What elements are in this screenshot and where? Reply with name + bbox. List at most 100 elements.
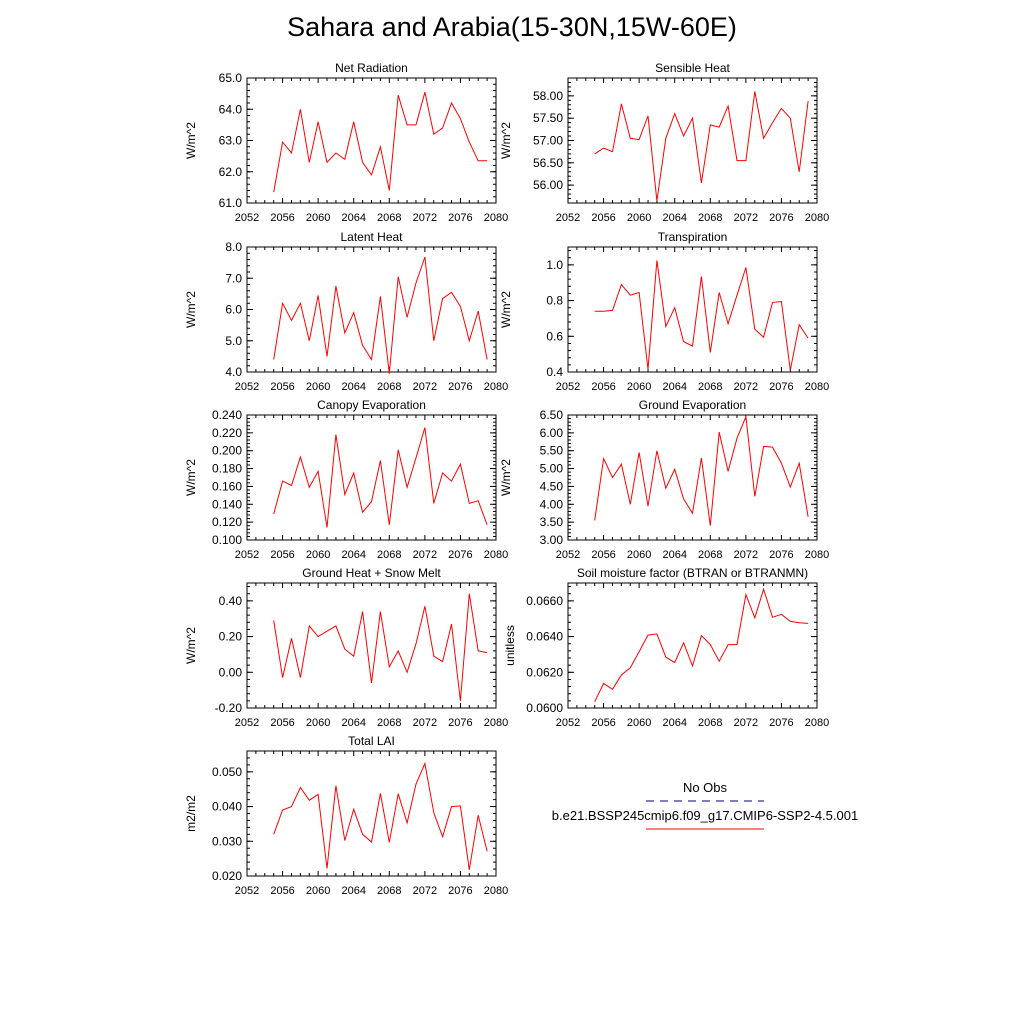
x-tick-label: 2060	[627, 212, 651, 224]
panel-title: Soil moisture factor (BTRAN or BTRANMN)	[577, 566, 808, 580]
y-axis-label: W/m^2	[184, 122, 198, 159]
y-axis-label: W/m^2	[499, 459, 513, 496]
x-tick-label: 2072	[413, 717, 437, 729]
x-tick-label: 2052	[556, 717, 580, 729]
y-tick-label: 61.0	[219, 196, 243, 210]
panel-5: Ground Evaporation W/m^2 2052 2056 2060 2064 2…	[499, 398, 829, 561]
figure-title: Sahara and Arabia(15-30N,15W-60E)	[287, 12, 737, 42]
x-tick-label: 2068	[377, 212, 401, 224]
y-axis-label: W/m^2	[184, 291, 198, 328]
x-tick-label: 2056	[591, 381, 615, 393]
x-tick-label: 2076	[769, 717, 793, 729]
y-axis-label: W/m^2	[499, 122, 513, 159]
y-tick-label: 0.0620	[526, 665, 563, 679]
series-line	[594, 91, 809, 201]
x-tick-label: 2072	[734, 212, 758, 224]
x-tick-label: 2052	[235, 212, 259, 224]
panel-title: Total LAI	[348, 734, 395, 748]
y-tick-label: 7.0	[225, 271, 242, 285]
y-tick-label: 6.50	[540, 408, 564, 422]
x-tick-label: 2076	[448, 212, 472, 224]
series-line	[273, 256, 488, 374]
x-tick-label: 2068	[698, 381, 722, 393]
y-tick-label: 0.120	[212, 515, 242, 529]
series-line	[594, 587, 809, 703]
x-tick-label: 2072	[734, 381, 758, 393]
x-tick-label: 2052	[556, 549, 580, 561]
y-tick-label: 4.0	[225, 365, 242, 379]
series-line	[594, 414, 809, 526]
x-tick-label: 2080	[484, 717, 508, 729]
y-tick-label: 5.0	[225, 334, 242, 348]
series-line	[273, 91, 488, 193]
x-tick-label: 2060	[627, 381, 651, 393]
x-tick-label: 2060	[306, 212, 330, 224]
x-tick-label: 2076	[769, 212, 793, 224]
plot-frame	[567, 414, 818, 541]
x-tick-label: 2068	[377, 381, 401, 393]
panel-title: Latent Heat	[340, 230, 403, 244]
x-tick-label: 2060	[306, 549, 330, 561]
x-tick-label: 2076	[448, 381, 472, 393]
y-tick-label: 0.0640	[526, 630, 563, 644]
panel-2: Latent Heat W/m^2 2052 2056 2060 2064 2068 2072…	[184, 230, 508, 393]
y-tick-label: -0.20	[215, 701, 243, 715]
plot-frame	[567, 246, 818, 373]
y-tick-label: 3.50	[540, 515, 564, 529]
y-tick-label: 62.0	[219, 165, 243, 179]
y-tick-label: 0.0600	[526, 701, 563, 715]
panel-title: Ground Evaporation	[639, 398, 746, 412]
panel-6: Ground Heat + Snow Melt W/m^2 2052 2056 2060…	[184, 566, 508, 729]
panel-title: Sensible Heat	[655, 61, 730, 75]
x-tick-label: 2068	[698, 549, 722, 561]
panel-1: Sensible Heat W/m^2 2052 2056 2060 2064 2068 20…	[499, 61, 829, 224]
x-tick-label: 2076	[769, 381, 793, 393]
y-tick-label: 3.00	[540, 533, 564, 547]
y-tick-label: 5.00	[540, 462, 564, 476]
x-tick-label: 2052	[235, 885, 259, 897]
x-tick-label: 2072	[413, 212, 437, 224]
y-tick-label: 8.0	[225, 240, 242, 254]
y-tick-label: 0.00	[219, 665, 243, 679]
panel-title: Transpiration	[658, 230, 728, 244]
panel-4: Canopy Evaporation W/m^2 2052 2056 2060 2064 2…	[184, 398, 508, 561]
x-tick-label: 2064	[341, 381, 365, 393]
y-tick-label: 6.0	[225, 303, 242, 317]
y-tick-label: 57.00	[533, 134, 563, 148]
x-tick-label: 2068	[698, 212, 722, 224]
x-tick-label: 2056	[591, 717, 615, 729]
x-tick-label: 2076	[769, 549, 793, 561]
x-tick-label: 2080	[805, 717, 829, 729]
x-tick-label: 2060	[627, 549, 651, 561]
x-tick-label: 2064	[662, 549, 686, 561]
x-tick-label: 2064	[341, 212, 365, 224]
x-tick-label: 2052	[235, 381, 259, 393]
x-tick-label: 2068	[698, 717, 722, 729]
x-tick-label: 2056	[270, 549, 294, 561]
y-tick-label: 0.8	[546, 294, 563, 308]
x-tick-label: 2064	[341, 549, 365, 561]
x-tick-label: 2080	[805, 549, 829, 561]
x-tick-label: 2052	[556, 212, 580, 224]
x-tick-label: 2052	[235, 549, 259, 561]
y-axis-label: W/m^2	[499, 291, 513, 328]
y-tick-label: 63.0	[219, 134, 243, 148]
series-line	[594, 260, 809, 371]
y-tick-label: 0.040	[212, 800, 242, 814]
series-line	[273, 761, 488, 870]
y-tick-label: 0.220	[212, 426, 242, 440]
y-axis-label: W/m^2	[184, 627, 198, 664]
y-axis-label: W/m^2	[184, 459, 198, 496]
x-tick-label: 2072	[413, 549, 437, 561]
x-tick-label: 2064	[662, 212, 686, 224]
plot-frame	[567, 582, 818, 709]
y-axis-label: unitless	[503, 625, 517, 666]
x-tick-label: 2080	[484, 381, 508, 393]
plot-frame	[246, 77, 497, 204]
plot-frame	[246, 246, 497, 373]
y-tick-label: 56.00	[533, 178, 563, 192]
x-tick-label: 2076	[448, 549, 472, 561]
x-tick-label: 2080	[484, 549, 508, 561]
y-tick-label: 0.020	[212, 869, 242, 883]
